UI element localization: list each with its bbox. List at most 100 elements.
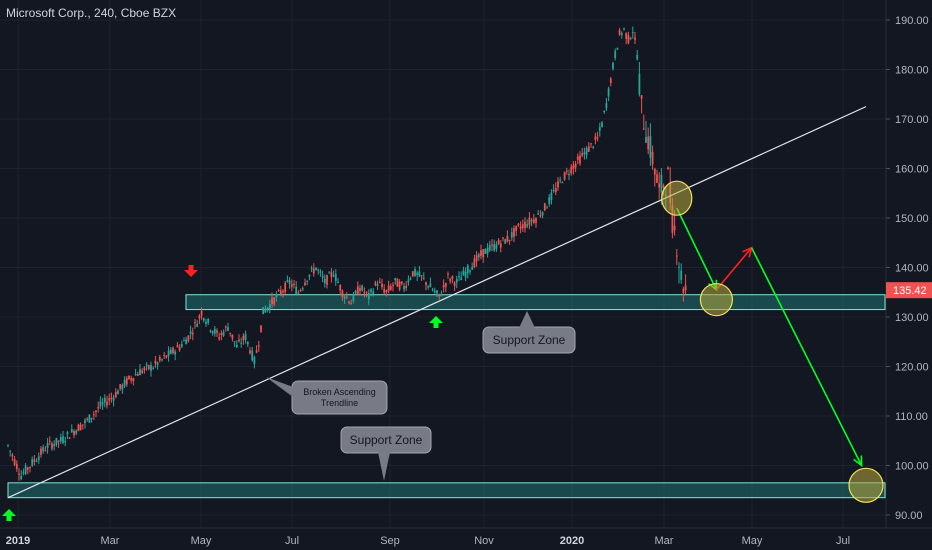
candle-body (559, 179, 562, 181)
candle-body (453, 282, 456, 286)
candle-body (227, 327, 229, 331)
candle-body (90, 417, 93, 420)
candle-body (649, 135, 652, 158)
callout-text: Broken Ascending (303, 387, 376, 397)
buy-arrow-icon (429, 316, 443, 328)
candle-body (614, 51, 617, 59)
candle-body (273, 297, 276, 305)
callout-pointer (519, 311, 535, 328)
candle-body (678, 266, 680, 268)
price-tick-label: 130.00 (895, 312, 929, 324)
time-axis[interactable]: 2019 Mar May Jul Sep Nov 2020 Mar May Jul (0, 527, 932, 547)
candle-body (288, 280, 291, 284)
price-tick-label: 100.00 (895, 461, 929, 473)
price-tick-label: 150.00 (895, 213, 929, 225)
candle-body (433, 290, 436, 293)
candle-body (271, 297, 273, 305)
candle-body (51, 443, 53, 449)
candle-body (519, 226, 522, 230)
candle-body (284, 282, 287, 293)
highlight-circles (661, 180, 884, 503)
candle-body (623, 28, 625, 30)
candle-body (165, 355, 168, 358)
candle-body (150, 365, 152, 371)
candle-body (535, 218, 537, 223)
signal-markers (2, 265, 443, 521)
highlight-circle (699, 283, 734, 317)
candle-body (306, 280, 309, 282)
candle-body (431, 289, 434, 291)
time-tick-label: May (742, 535, 763, 547)
candle-body (620, 33, 623, 35)
candle-body (354, 291, 357, 294)
candle-body (139, 369, 141, 376)
candle-body (255, 350, 258, 353)
candle-body (642, 128, 645, 130)
candle-body (339, 284, 342, 291)
candle-body (348, 301, 350, 304)
candle-body (161, 359, 163, 361)
time-tick-label: May (191, 535, 212, 547)
candle-body (95, 410, 97, 412)
time-tick-label: Mar (101, 535, 120, 547)
candle-body (552, 189, 555, 192)
candle-body (504, 239, 507, 244)
candle-body (532, 219, 535, 223)
candle-body (570, 166, 573, 174)
candle-body (400, 281, 403, 284)
price-axis[interactable]: 90.00 100.00 110.00 120.00 130.00 140.00 150.0… (885, 0, 932, 528)
candle-body (548, 197, 551, 204)
candle-body (680, 270, 683, 280)
candle-body (543, 203, 546, 211)
candle-body (345, 296, 348, 298)
candle-body (44, 450, 47, 452)
candle-body (590, 143, 592, 145)
candle-body (233, 341, 236, 343)
candle-body (308, 274, 311, 277)
time-tick-label: Sep (380, 535, 400, 547)
time-tick-label: 2020 (560, 535, 584, 547)
time-tick-label: Jul (836, 535, 850, 547)
candle-body (317, 269, 320, 271)
candle-body (596, 137, 599, 139)
callout-text: Trendline (321, 398, 358, 408)
candle-body (684, 285, 687, 291)
candle-body (444, 283, 447, 287)
candle-body (207, 318, 210, 323)
candle-body (172, 347, 174, 354)
candle-body (429, 283, 432, 288)
candle-body (152, 367, 155, 369)
candle-body (290, 284, 293, 287)
candle-body (396, 278, 399, 287)
candle-body (493, 244, 496, 251)
candle-body (220, 333, 223, 336)
callout-text: Support Zone (350, 433, 423, 447)
time-tick-label: 2019 (6, 535, 30, 547)
projection-arrow-long-head (853, 455, 863, 468)
candle-body (99, 401, 102, 407)
candle-body (449, 279, 452, 282)
candle-body (169, 349, 172, 354)
ascending-trendline[interactable] (7, 106, 867, 499)
candle-body (216, 330, 218, 333)
candle-body (378, 282, 381, 284)
candle-body (671, 205, 674, 233)
candle-body (629, 37, 632, 40)
candle-body (246, 341, 249, 345)
candle-body (383, 289, 386, 293)
candle-body (15, 463, 18, 469)
candle-body (22, 472, 25, 474)
price-tick-label: 140.00 (895, 263, 929, 275)
price-tick-label: 190.00 (895, 15, 929, 27)
candle-body (363, 292, 366, 294)
candle-body (154, 360, 157, 364)
candle-body (286, 280, 289, 282)
candle-body (66, 432, 69, 435)
candle-body (183, 340, 185, 342)
price-tick-label: 110.00 (895, 411, 928, 423)
candle-body (145, 364, 148, 366)
candle-body (557, 181, 559, 188)
candle-body (62, 436, 64, 443)
